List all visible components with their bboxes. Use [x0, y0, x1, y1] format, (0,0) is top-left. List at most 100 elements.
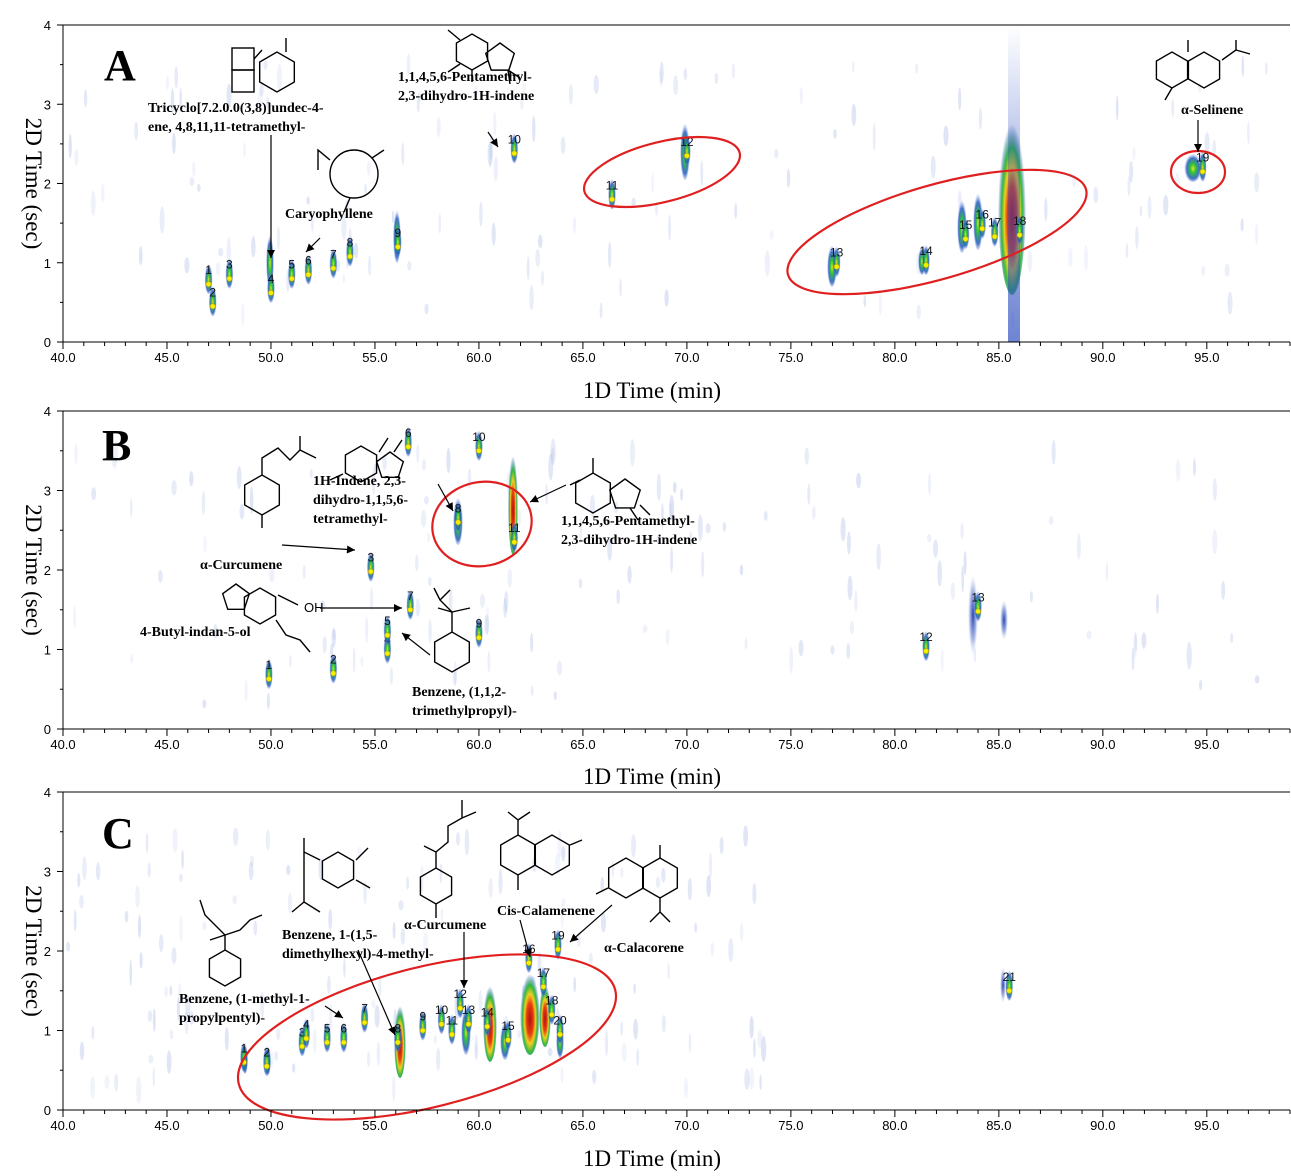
arrow-head [306, 243, 315, 252]
peak-label: 5 [384, 614, 391, 628]
noise-speck [165, 75, 169, 90]
noise-speck [560, 903, 564, 928]
x-tick-label: 45.0 [154, 1118, 179, 1133]
noise-speck [1127, 175, 1131, 197]
bond-line [355, 847, 369, 861]
x-tick-label: 40.0 [50, 350, 75, 365]
compound-label: dimethylhexyl)-4-methyl- [282, 947, 434, 962]
x-tick-label: 45.0 [154, 350, 179, 365]
intense-peak-blob [1184, 152, 1202, 182]
peak-label: 3 [299, 1025, 306, 1039]
noise-speck [670, 546, 674, 574]
noise-speck [137, 914, 142, 939]
noise-speck [114, 439, 118, 463]
noise-speck [493, 156, 499, 182]
noise-speck [420, 509, 427, 528]
ring-structure [344, 445, 378, 483]
noise-speck [529, 285, 534, 311]
compound-label: Tricyclo[7.2.0.0(3,8)]undec-4- [148, 101, 324, 116]
noise-speck [152, 1067, 156, 1087]
noise-speck [455, 832, 460, 846]
noise-speck [592, 1069, 597, 1084]
noise-speck [478, 989, 483, 1014]
peak-marker [1006, 987, 1013, 994]
noise-speck [147, 862, 151, 878]
x-tick-label: 95.0 [1194, 737, 1219, 752]
peak-marker [975, 608, 981, 615]
compound-label: dihydro-1,1,5,6- [313, 493, 408, 508]
intense-peak-blob [520, 965, 540, 1055]
x-tick-label: 60.0 [466, 737, 491, 752]
noise-speck [683, 1077, 689, 1098]
peak-marker [923, 262, 929, 269]
noise-speck [555, 853, 561, 875]
noise-speck [226, 83, 232, 108]
arrow-head [334, 1010, 343, 1018]
noise-speck [328, 908, 333, 930]
noise-speck [786, 168, 791, 188]
bond-line [649, 898, 661, 923]
noise-speck [709, 852, 713, 879]
noise-speck [302, 564, 306, 579]
noise-speck [365, 616, 369, 643]
noise-speck [152, 1008, 156, 1032]
noise-speck [332, 629, 336, 640]
peak-label: 5 [288, 258, 295, 272]
noise-speck [1241, 55, 1245, 77]
noise-speck [135, 885, 140, 909]
noise-speck [743, 825, 749, 847]
noise-speck [363, 881, 367, 905]
peak-marker [511, 150, 518, 157]
noise-speck [688, 531, 693, 547]
x-tick-label: 75.0 [778, 737, 803, 752]
noise-speck [322, 636, 327, 654]
panel-b: 1234567891011121340.045.050.055.060.065.… [21, 404, 1291, 789]
noise-speck [661, 1014, 666, 1033]
bond-line [1164, 87, 1173, 101]
peak-marker [923, 648, 929, 654]
noise-speck [147, 1010, 153, 1022]
noise-speck [579, 517, 582, 544]
noise-speck [134, 121, 139, 141]
peak-marker [505, 1037, 511, 1043]
noise-speck [600, 913, 606, 933]
x-tick-label: 90.0 [1090, 1118, 1115, 1133]
noise-speck [764, 250, 771, 277]
noise-speck [452, 669, 457, 686]
noise-speck [331, 627, 336, 648]
noise-speck [706, 875, 712, 898]
peak-label: 2 [209, 285, 216, 299]
arrow-head [530, 494, 539, 503]
noise-speck [364, 183, 367, 195]
noise-speck [488, 878, 493, 898]
x-tick-label: 75.0 [778, 1118, 803, 1133]
peak-label: 15 [959, 218, 973, 232]
noise-speck [145, 832, 149, 854]
noise-speck [556, 660, 563, 676]
noise-speck [171, 480, 177, 496]
noise-speck [79, 894, 84, 909]
noise-speck [588, 952, 593, 965]
peak-marker [419, 1027, 426, 1034]
arrow-head [394, 604, 402, 612]
noise-speck [406, 53, 411, 77]
noise-speck [253, 920, 258, 936]
bond-line [447, 63, 461, 73]
noise-speck [1141, 632, 1147, 650]
noise-speck [406, 876, 410, 890]
peak-label: 7 [330, 247, 337, 261]
noise-speck [73, 909, 77, 932]
noise-speck [287, 892, 293, 914]
noise-speck [259, 82, 264, 97]
noise-speck [378, 975, 382, 998]
peak-marker [609, 196, 615, 203]
noise-speck [473, 86, 479, 98]
peak-marker [476, 447, 482, 454]
noise-speck [1247, 121, 1250, 145]
noise-speck [1240, 218, 1244, 232]
peak-marker [457, 1005, 464, 1012]
noise-speck [1255, 223, 1259, 246]
x-tick-label: 85.0 [986, 737, 1011, 752]
arrow-head [490, 138, 498, 147]
noise-speck [664, 289, 669, 307]
